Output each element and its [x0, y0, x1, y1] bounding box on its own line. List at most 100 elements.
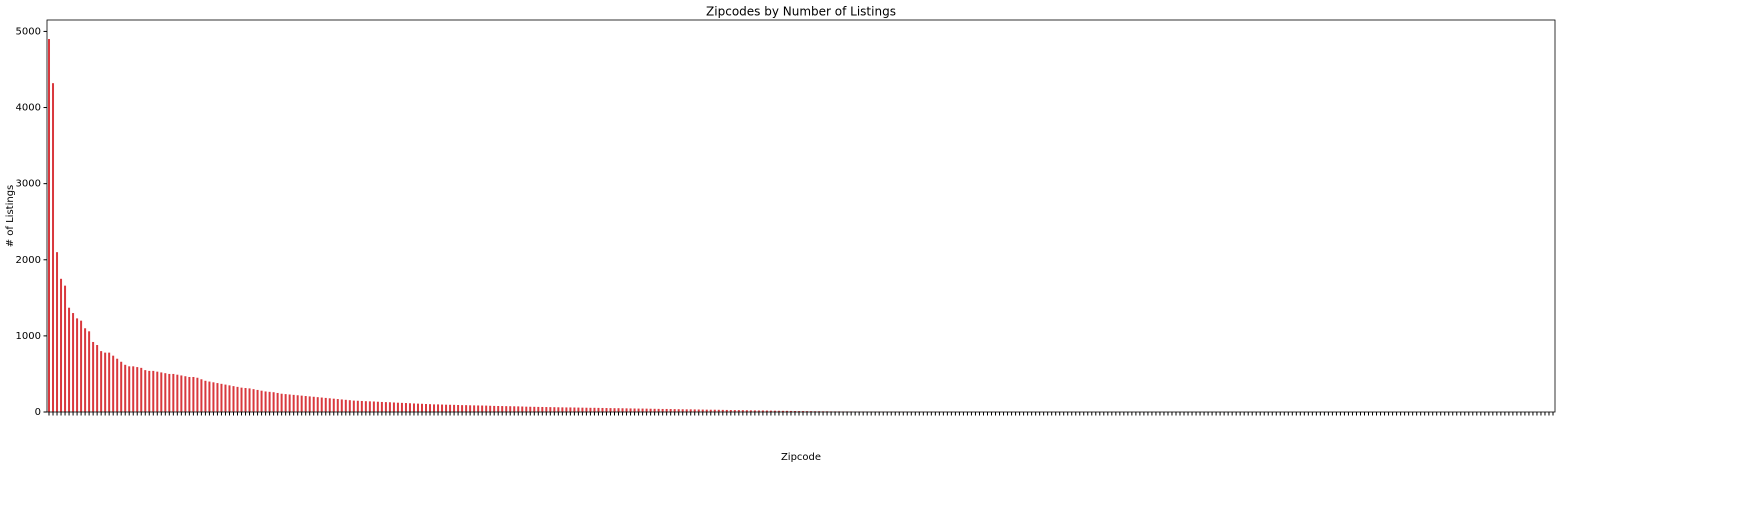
bar — [577, 408, 579, 412]
bar — [152, 371, 154, 412]
bar — [88, 331, 90, 412]
bar — [52, 83, 54, 412]
bar — [228, 385, 230, 412]
bar — [369, 401, 371, 412]
bar — [112, 356, 114, 412]
bar — [309, 396, 311, 412]
bar — [553, 407, 555, 412]
bar — [365, 401, 367, 412]
bar — [642, 409, 644, 412]
bar — [441, 405, 443, 412]
bar — [585, 408, 587, 412]
bar — [525, 407, 527, 412]
bar — [549, 407, 551, 412]
y-tick-label: 3000 — [16, 179, 41, 190]
bar — [176, 375, 178, 412]
bar — [533, 407, 535, 412]
y-tick-label: 4000 — [16, 103, 41, 114]
bar — [96, 345, 98, 412]
bar — [409, 403, 411, 412]
bar — [529, 407, 531, 412]
bar — [469, 405, 471, 412]
bar — [614, 408, 616, 412]
bar — [313, 397, 315, 412]
bar — [136, 367, 138, 412]
y-tick-label: 1000 — [16, 331, 41, 342]
bar — [413, 403, 415, 412]
bar — [232, 386, 234, 412]
bar — [132, 366, 134, 412]
bar — [249, 388, 251, 412]
bar — [393, 402, 395, 412]
bar — [421, 404, 423, 412]
bar — [666, 409, 668, 412]
bar — [417, 404, 419, 412]
bar — [581, 408, 583, 412]
bar — [565, 407, 567, 412]
bar — [224, 385, 226, 412]
bar — [108, 353, 110, 412]
bar — [349, 400, 351, 412]
bar — [337, 399, 339, 412]
bar — [541, 407, 543, 412]
bar — [397, 403, 399, 412]
bar — [192, 377, 194, 412]
bar — [253, 389, 255, 412]
bar — [609, 408, 611, 412]
bar — [405, 403, 407, 412]
bar — [381, 402, 383, 412]
bar — [120, 362, 122, 412]
bar — [212, 382, 214, 412]
bar — [245, 388, 247, 412]
bar — [630, 408, 632, 412]
bar — [489, 406, 491, 412]
bar — [634, 408, 636, 412]
bar — [333, 399, 335, 412]
bar — [485, 406, 487, 412]
bar — [281, 394, 283, 412]
bar — [257, 390, 259, 412]
bar — [674, 409, 676, 412]
bar — [457, 405, 459, 412]
bar — [678, 409, 680, 412]
bar — [509, 406, 511, 412]
bar — [461, 405, 463, 412]
bar — [269, 392, 271, 412]
bar — [80, 321, 82, 412]
bar — [545, 407, 547, 412]
bar — [654, 409, 656, 412]
bar — [188, 377, 190, 412]
bar — [321, 398, 323, 412]
bar — [626, 408, 628, 412]
bar — [72, 313, 74, 412]
bar — [473, 405, 475, 412]
bar — [208, 382, 210, 412]
x-axis-label: Zipcode — [781, 452, 821, 463]
bar — [425, 404, 427, 412]
bar — [357, 401, 359, 412]
bar — [501, 406, 503, 412]
bar — [104, 353, 106, 412]
bar — [273, 392, 275, 412]
bar — [241, 388, 243, 412]
bar — [317, 397, 319, 412]
bar — [517, 406, 519, 412]
bar — [662, 409, 664, 412]
bar — [261, 391, 263, 412]
y-tick-label: 5000 — [16, 26, 41, 37]
bar — [361, 401, 363, 412]
bar — [148, 371, 150, 412]
bar — [128, 366, 130, 412]
bar — [265, 391, 267, 412]
bar — [682, 409, 684, 412]
bar — [429, 404, 431, 412]
bar — [345, 400, 347, 412]
bar — [453, 405, 455, 412]
bar — [48, 39, 50, 412]
bar — [60, 279, 62, 412]
bar — [465, 405, 467, 412]
bar — [84, 328, 86, 412]
chart-title: Zipcodes by Number of Listings — [706, 5, 896, 19]
